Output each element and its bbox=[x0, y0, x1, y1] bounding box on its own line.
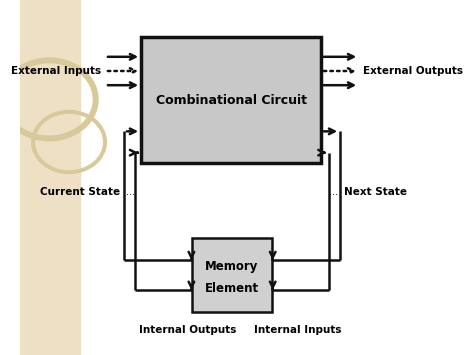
Text: Memory: Memory bbox=[205, 260, 259, 273]
Text: ...: ... bbox=[126, 187, 135, 197]
Bar bbox=[20, 0, 80, 355]
Text: Current State: Current State bbox=[40, 187, 120, 197]
Text: External Outputs: External Outputs bbox=[364, 66, 464, 76]
Text: Element: Element bbox=[205, 282, 259, 295]
Text: ...: ... bbox=[329, 187, 338, 197]
Text: Combinational Circuit: Combinational Circuit bbox=[155, 94, 307, 107]
Text: Internal Inputs: Internal Inputs bbox=[254, 325, 341, 335]
Bar bbox=[141, 37, 321, 163]
Text: External Inputs: External Inputs bbox=[10, 66, 101, 76]
Text: Internal Outputs: Internal Outputs bbox=[139, 325, 236, 335]
Bar bbox=[192, 238, 272, 312]
Text: Next State: Next State bbox=[344, 187, 407, 197]
